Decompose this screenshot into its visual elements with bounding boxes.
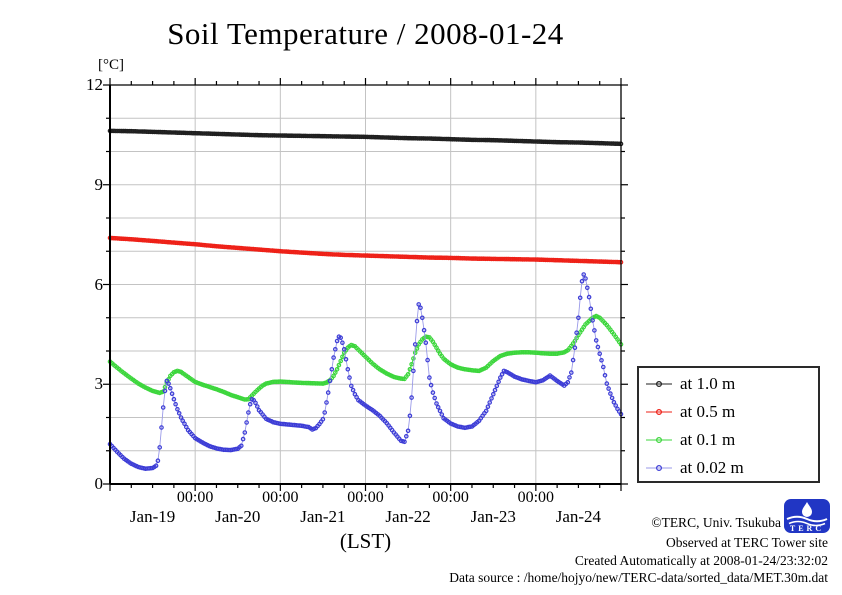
x-day-label: Jan-24 (555, 507, 602, 526)
legend-label: at 0.02 m (680, 458, 744, 477)
x-time-tick-label: 00:00 (176, 489, 214, 506)
y-tick-label: 3 (94, 374, 104, 394)
x-day-label: Jan-21 (300, 507, 346, 526)
x-time-tick-label: 00:00 (347, 489, 384, 506)
y-tick-label: 9 (94, 174, 104, 194)
terc-logo: TERC (784, 499, 830, 533)
legend-marker-icon (646, 380, 672, 388)
y-tick-label: 0 (94, 474, 104, 493)
legend-label: at 0.5 m (680, 402, 736, 421)
legend-entry-0: at 1.0 m (639, 370, 818, 398)
svg-text:TERC: TERC (790, 524, 824, 533)
x-day-label: Jan-22 (385, 507, 431, 526)
footer-data-source: Data source : /home/hojyo/new/TERC-data/… (449, 570, 828, 585)
x-day-label: Jan-23 (470, 507, 516, 526)
y-axis-unit-label: [°C] (98, 57, 124, 73)
series-points-0 (107, 128, 624, 147)
series-points-1 (107, 235, 624, 265)
x-time-tick-label: 00:00 (262, 489, 299, 506)
legend-entry-2: at 0.1 m (639, 426, 818, 454)
legend-label: at 1.0 m (680, 374, 736, 393)
legend-marker-icon (646, 436, 672, 444)
y-tick-label: 12 (86, 75, 103, 94)
footer-created-timestamp: Created Automatically at 2008-01-24/23:3… (574, 553, 828, 568)
footer-observed-site: Observed at TERC Tower site (665, 535, 828, 550)
x-time-tick-label: 00:00 (432, 489, 469, 506)
x-day-label: Jan-19 (129, 507, 176, 526)
chart-title: Soil Temperature / 2008-01-24 (167, 16, 564, 51)
legend-entry-3: at 0.02 m (639, 454, 818, 482)
x-day-label: Jan-20 (215, 507, 261, 526)
y-tick-label: 6 (94, 274, 104, 294)
footer-copyright: ©TERC, Univ. Tsukuba (651, 515, 781, 530)
x-time-tick-label: 00:00 (517, 489, 555, 506)
x-axis-label: (LST) (339, 529, 392, 553)
legend-box: at 1.0 m at 0.5 m at 0.1 m at 0.02 m (637, 366, 820, 483)
legend-marker-icon (646, 408, 672, 416)
legend-entry-1: at 0.5 m (639, 398, 818, 426)
series-points-3 (107, 272, 624, 472)
legend-marker-icon (646, 464, 672, 472)
series-points-2 (107, 313, 624, 402)
legend-label: at 0.1 m (680, 430, 736, 449)
